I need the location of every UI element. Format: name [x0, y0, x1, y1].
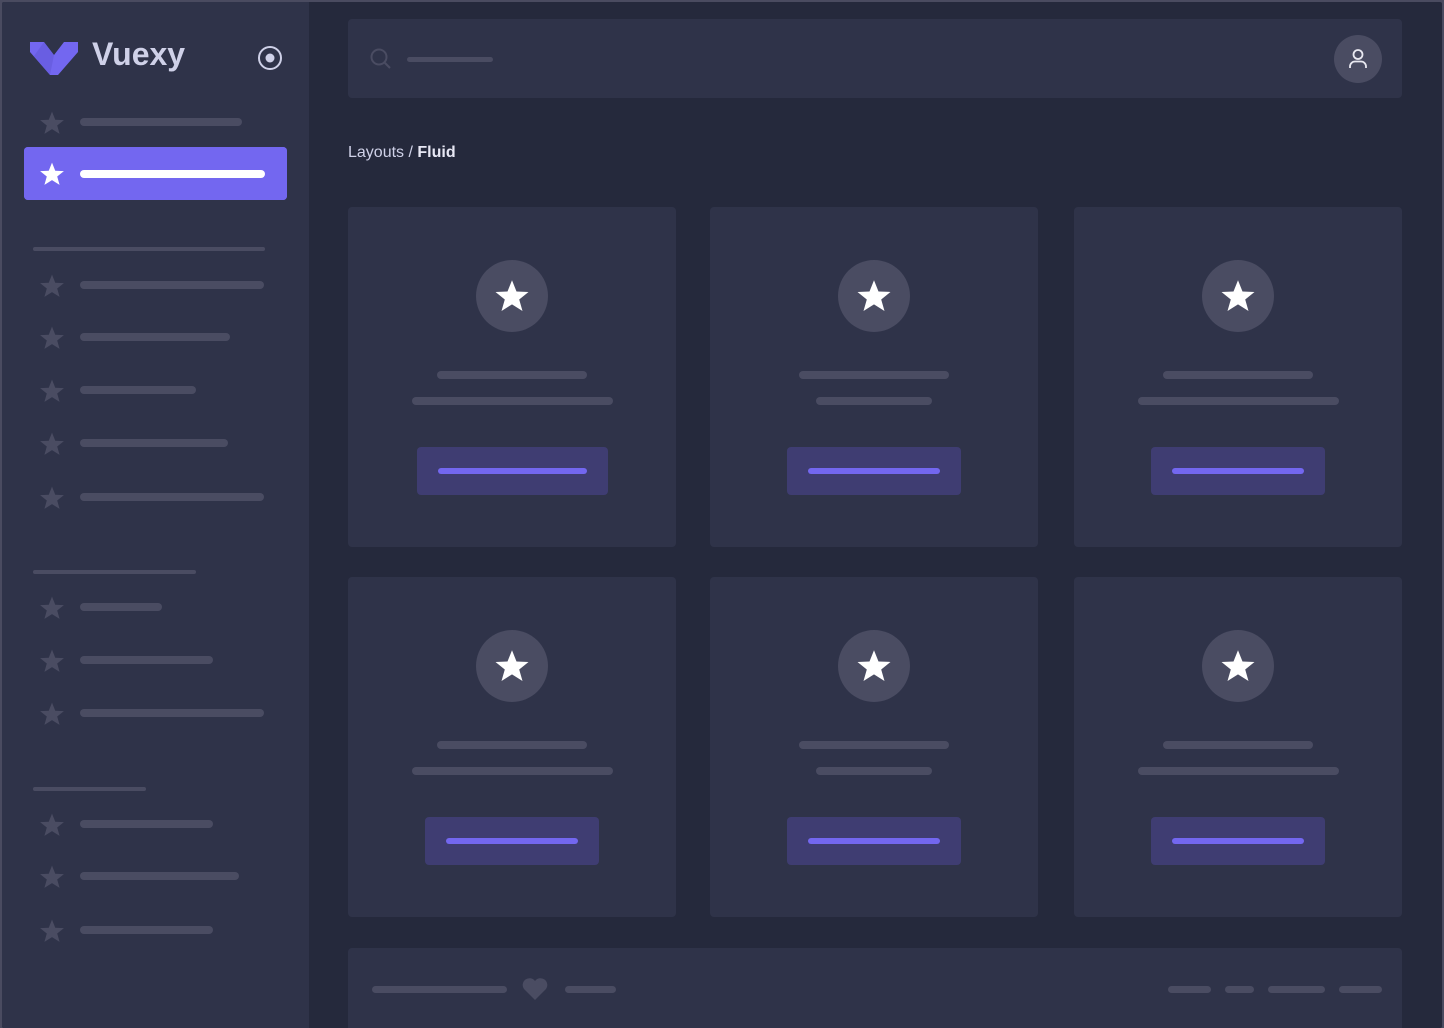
card	[1074, 207, 1402, 547]
card-subtitle	[816, 767, 932, 775]
footer-link[interactable]	[1339, 986, 1382, 993]
navbar	[348, 19, 1402, 98]
star-icon	[40, 596, 64, 619]
star-icon	[40, 486, 64, 509]
star-icon	[857, 650, 891, 681]
card	[710, 577, 1038, 917]
breadcrumb: Layouts / Fluid	[348, 144, 456, 162]
star-icon	[1221, 650, 1255, 681]
sidebar-item-label	[80, 926, 213, 934]
sidebar-item-label	[80, 493, 264, 501]
star-icon	[40, 111, 64, 134]
card-button[interactable]	[416, 447, 608, 495]
breadcrumb-current: Fluid	[417, 144, 456, 161]
star-icon	[495, 650, 529, 681]
sidebar-item-label	[80, 386, 196, 394]
vuexy-logo-icon	[30, 42, 78, 75]
card-subtitle	[816, 397, 932, 405]
sidebar-item-label	[80, 709, 264, 717]
breadcrumb-parent[interactable]: Layouts	[348, 144, 405, 161]
star-icon	[40, 919, 64, 942]
card-subtitle	[1137, 397, 1339, 405]
user-avatar[interactable]	[1334, 35, 1382, 83]
star-icon	[40, 649, 64, 672]
sidebar-item-active-bg[interactable]	[24, 147, 287, 200]
footer-link[interactable]	[1268, 986, 1325, 993]
star-icon	[495, 280, 529, 311]
sidebar-item-label	[80, 439, 228, 447]
user-icon	[1349, 49, 1367, 68]
card-title	[799, 371, 949, 379]
app-name: Vuexy	[92, 36, 186, 72]
card	[348, 207, 676, 547]
footer	[348, 948, 1402, 1028]
card	[1074, 577, 1402, 917]
footer-text	[372, 986, 507, 993]
sidebar-item-label	[80, 281, 264, 289]
section-header	[33, 787, 146, 791]
card-subtitle	[411, 397, 613, 405]
search-input[interactable]	[407, 57, 493, 62]
card-subtitle	[1137, 767, 1339, 775]
star-icon	[40, 813, 64, 836]
sidebar: Vuexy	[2, 2, 309, 1028]
footer-link[interactable]	[1168, 986, 1211, 993]
card	[710, 207, 1038, 547]
star-icon	[40, 379, 64, 402]
card-subtitle	[411, 767, 613, 775]
star-icon	[40, 865, 64, 888]
card-title	[1163, 371, 1313, 379]
card-button[interactable]	[787, 817, 961, 865]
card-button[interactable]	[1151, 817, 1325, 865]
footer-link[interactable]	[1225, 986, 1254, 993]
breadcrumb-separator: /	[408, 144, 413, 161]
star-icon	[40, 162, 64, 185]
sidebar-item-label	[80, 872, 239, 880]
section-header	[33, 247, 265, 251]
card-avatar	[838, 260, 910, 332]
sidebar-item-label	[80, 118, 242, 126]
footer-text	[565, 986, 616, 993]
search-icon[interactable]	[370, 48, 392, 70]
card-title	[437, 741, 587, 749]
card-avatar	[476, 630, 548, 702]
card-avatar	[1202, 260, 1274, 332]
card-avatar	[1202, 630, 1274, 702]
star-icon	[40, 326, 64, 349]
sidebar-item-label	[80, 656, 213, 664]
card-button[interactable]	[425, 817, 599, 865]
section-header	[33, 570, 196, 574]
card	[348, 577, 676, 917]
card-avatar	[838, 630, 910, 702]
star-icon	[40, 702, 64, 725]
star-icon	[1221, 280, 1255, 311]
card-button[interactable]	[1151, 447, 1325, 495]
radio-circle-icon[interactable]	[257, 45, 283, 71]
card-title	[437, 371, 587, 379]
star-icon	[40, 432, 64, 455]
sidebar-item-label	[80, 820, 213, 828]
card-avatar	[476, 260, 548, 332]
star-icon	[857, 280, 891, 311]
sidebar-item-label	[80, 333, 230, 341]
sidebar-item-label	[80, 603, 162, 611]
card-title	[799, 741, 949, 749]
heart-icon	[522, 978, 548, 1000]
sidebar-item-label	[80, 170, 265, 178]
card-button[interactable]	[787, 447, 961, 495]
card-title	[1163, 741, 1313, 749]
star-icon	[40, 274, 64, 297]
